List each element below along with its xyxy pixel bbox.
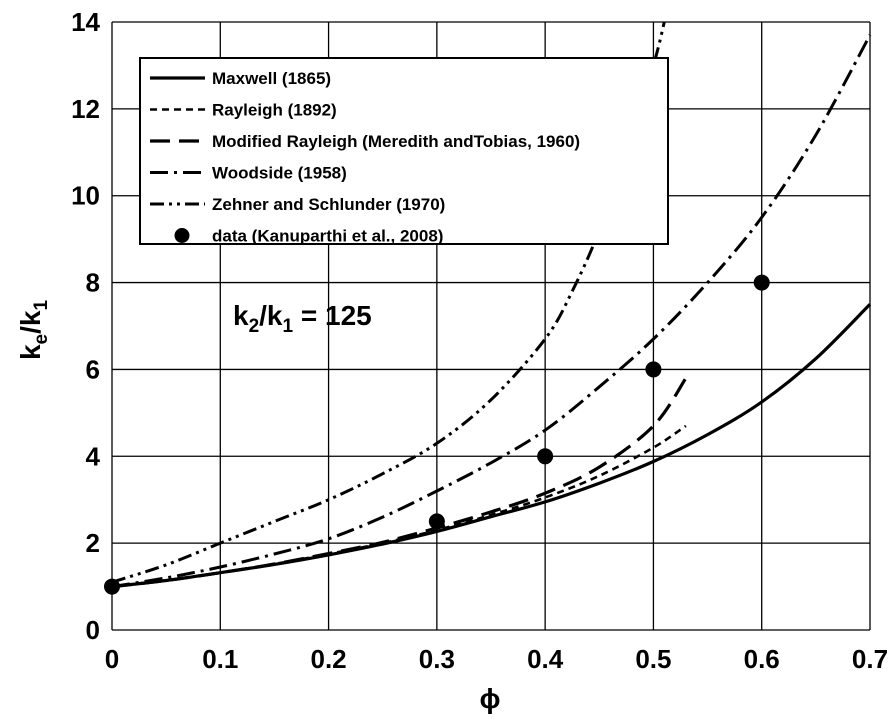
x-tick-label: 0.5 xyxy=(635,644,671,674)
x-axis-label: ϕ xyxy=(480,683,501,714)
y-axis-label: ke/k1 xyxy=(15,300,52,361)
legend-label: Maxwell (1865) xyxy=(212,69,331,88)
x-tick-label: 0.7 xyxy=(852,644,888,674)
series-line-modified-rayleigh-meredith-andtobias-1960 xyxy=(111,377,688,589)
legend-label: Modified Rayleigh (Meredith andTobias, 1… xyxy=(212,132,580,151)
y-tick-label: 2 xyxy=(86,528,100,558)
y-tick-label: 10 xyxy=(71,181,100,211)
data-point xyxy=(104,578,120,595)
data-point xyxy=(428,513,445,530)
legend-label: Zehner and Schlunder (1970) xyxy=(212,195,445,214)
data-point xyxy=(645,361,662,378)
y-tick-label: 4 xyxy=(86,441,101,471)
y-tick-label: 0 xyxy=(86,615,100,645)
data-point xyxy=(753,274,770,291)
legend-marker xyxy=(174,228,190,243)
x-tick-label: 0.4 xyxy=(527,644,564,674)
legend-label: data (Kanuparthi et al., 2008) xyxy=(212,227,443,246)
series-line-maxwell-1865 xyxy=(111,303,872,589)
data-point xyxy=(537,448,554,465)
legend-label: Rayleigh (1892) xyxy=(212,101,337,120)
y-tick-label: 14 xyxy=(71,7,100,37)
y-tick-label: 8 xyxy=(86,268,100,298)
x-tick-label: 0.2 xyxy=(310,644,346,674)
ratio-annotation: k2/k1 = 125 xyxy=(233,300,372,337)
legend: Maxwell (1865) Rayleigh (1892) Modified Ra… xyxy=(139,57,669,246)
series-line-woodside-1958 xyxy=(111,34,872,589)
x-tick-label: 0.1 xyxy=(202,644,238,674)
x-tick-label: 0.3 xyxy=(419,644,455,674)
legend-label: Woodside (1958) xyxy=(212,164,347,183)
legend-box xyxy=(139,57,669,245)
x-tick-label: 0 xyxy=(105,644,119,674)
tick-labels: 0 0.1 0.2 0.3 0.4 0.5 0.6 0.7 0 2 4 6 8 10 12 14 xyxy=(71,7,888,674)
series-line-rayleigh-1892 xyxy=(111,424,687,588)
y-tick-label: 6 xyxy=(86,354,100,384)
x-tick-label: 0.6 xyxy=(744,644,780,674)
y-tick-label: 12 xyxy=(71,94,100,124)
